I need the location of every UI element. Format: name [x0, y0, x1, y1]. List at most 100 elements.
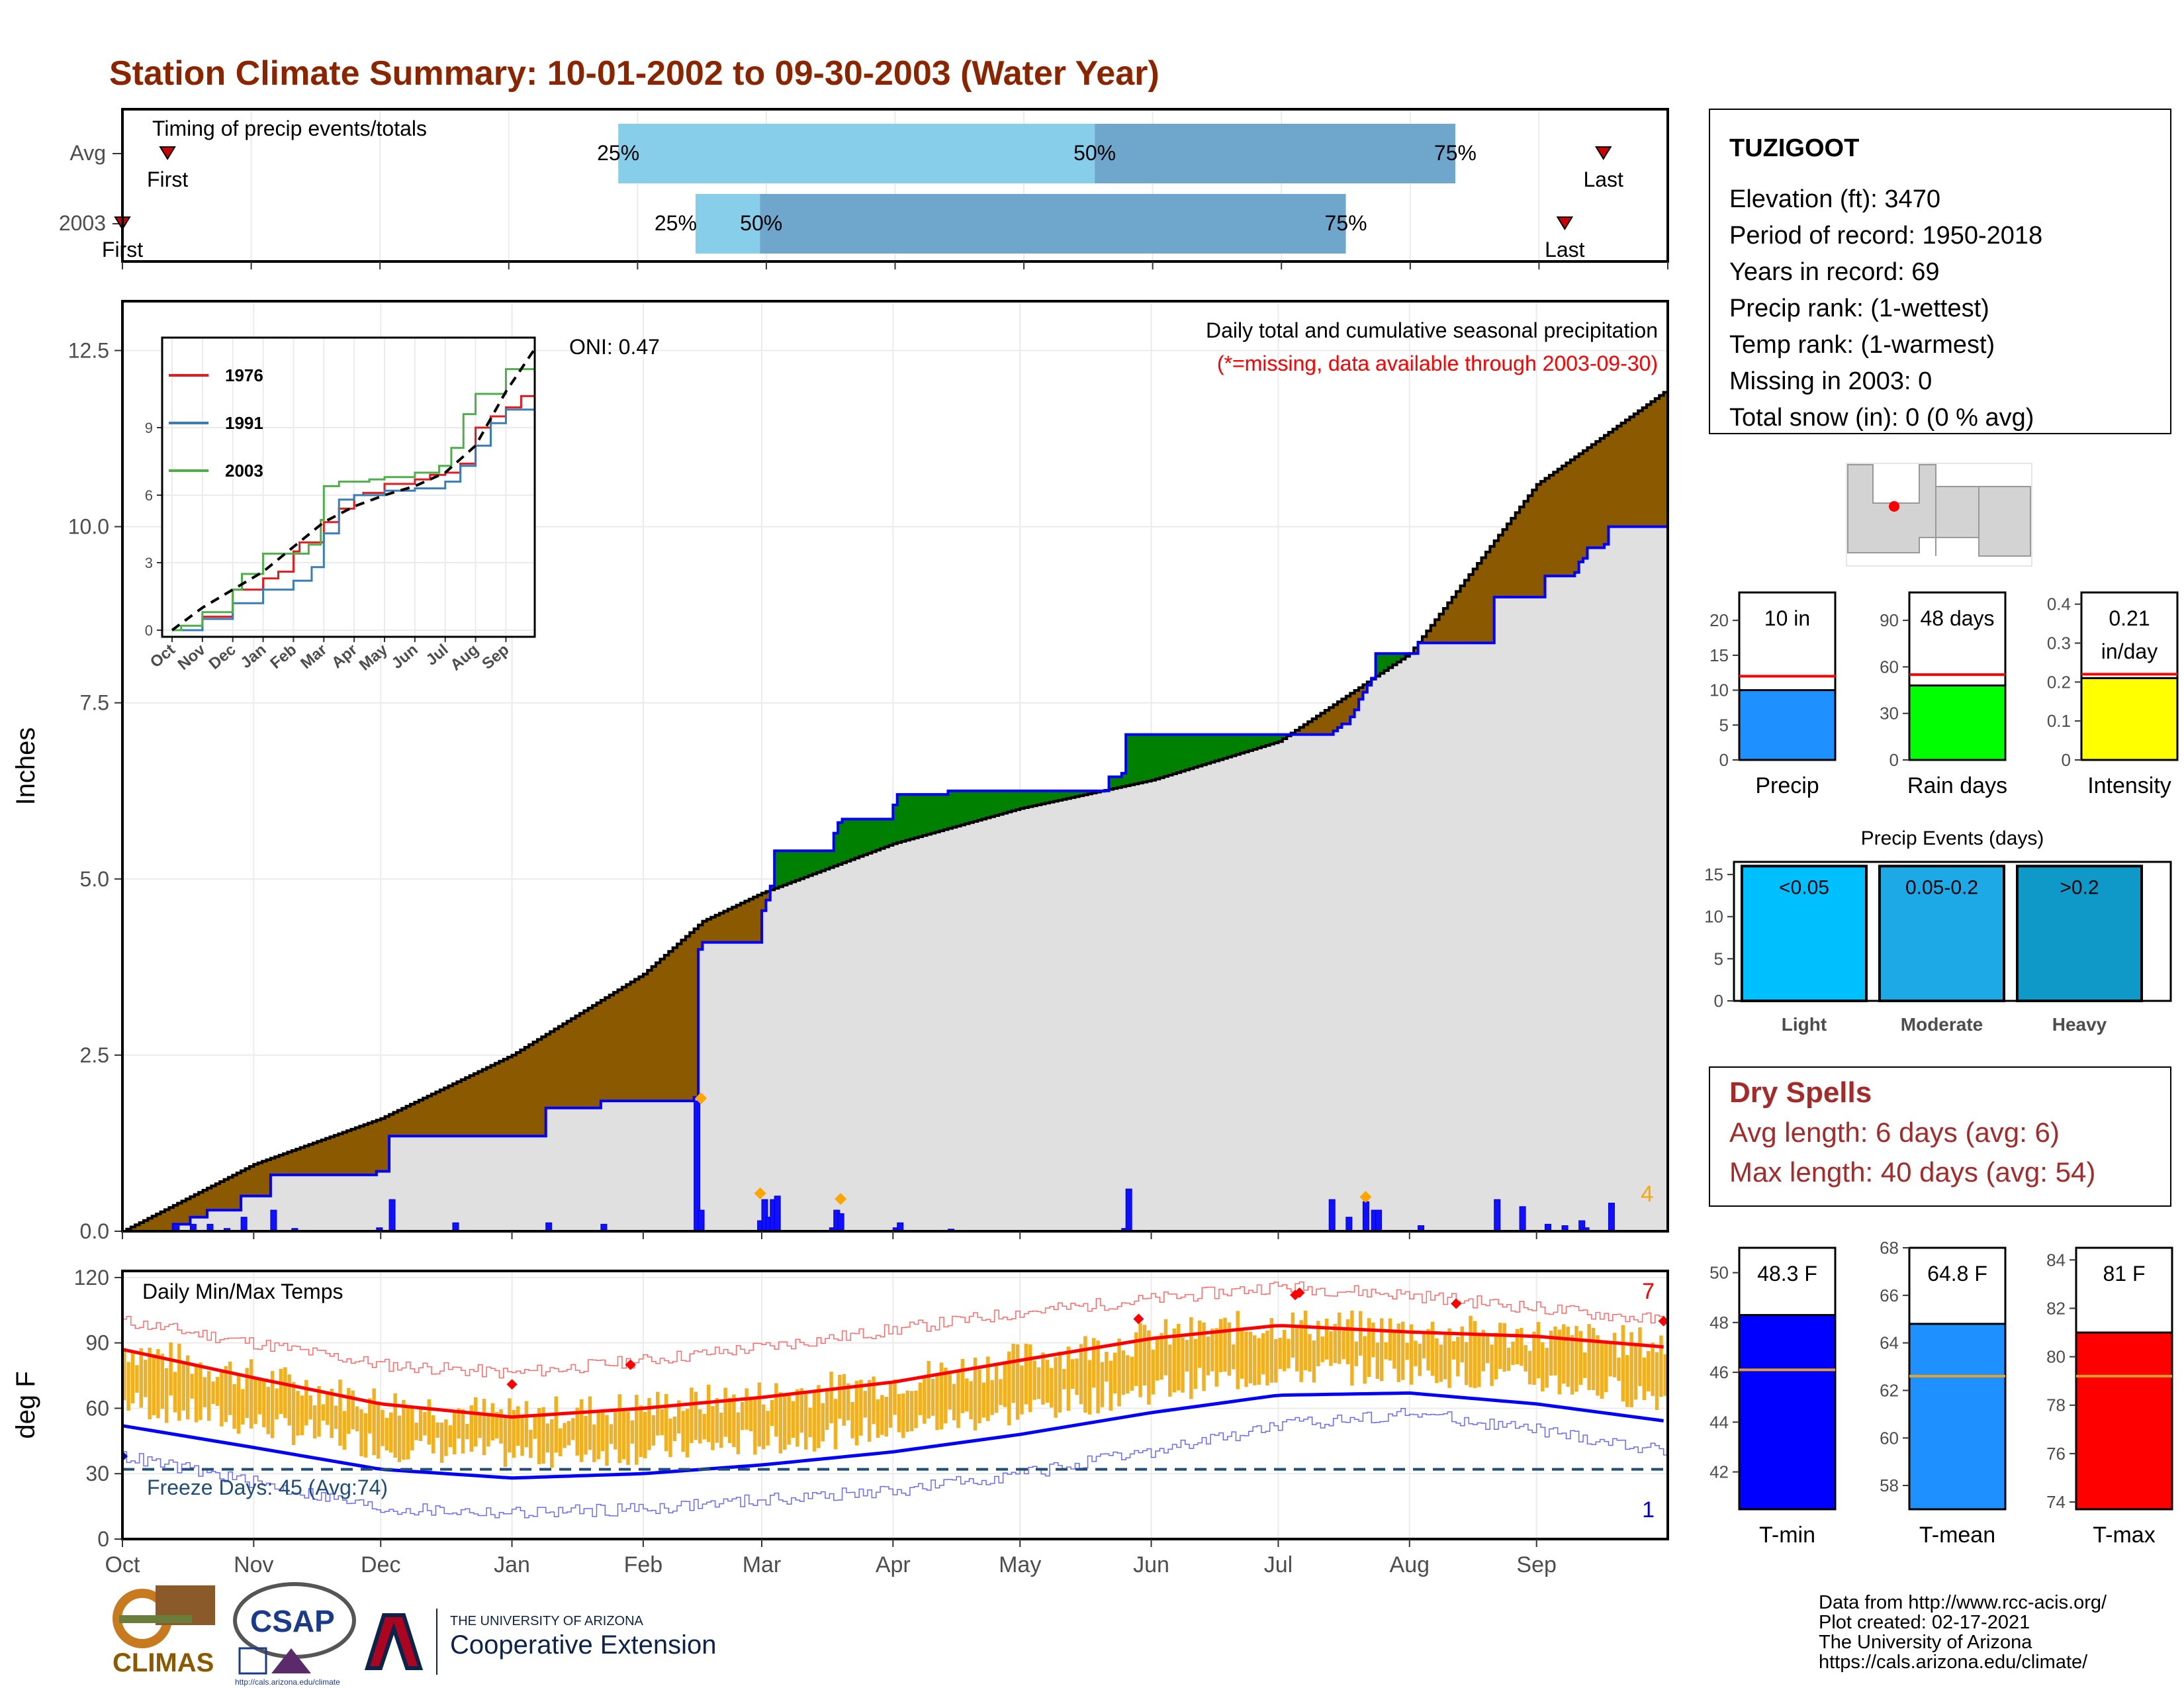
- below-avg-fill: [647, 970, 653, 1102]
- daily-temp-bar: [444, 1419, 448, 1456]
- daily-temp-bar: [1151, 1349, 1155, 1395]
- below-avg-fill: [206, 1188, 212, 1211]
- below-avg-fill: [1583, 450, 1588, 559]
- station-info-line: Period of record: 1950-2018: [1729, 222, 2042, 250]
- above-avg-fill: [1189, 734, 1195, 769]
- below-avg-fill: [330, 1137, 335, 1175]
- daily-temp-bar: [393, 1393, 397, 1458]
- daily-temp-bar: [545, 1423, 550, 1453]
- below-avg-fill: [617, 990, 623, 1102]
- dry-spells-avg: Avg length: 6 days (avg: 6): [1729, 1117, 2060, 1148]
- daily-temp-bar: [160, 1354, 165, 1409]
- csap-logo: CSAP http://cals.arizona.edu/climate: [233, 1582, 356, 1687]
- daily-temp-bar: [944, 1368, 948, 1424]
- daily-temp-bar: [185, 1355, 190, 1420]
- below-avg-fill: [215, 1184, 220, 1211]
- daily-temp-bar: [457, 1408, 461, 1439]
- daily-temp-bar: [1524, 1345, 1527, 1372]
- below-avg-fill: [220, 1181, 225, 1211]
- daily-temp-bar: [1253, 1335, 1257, 1385]
- daily-temp-bar: [512, 1409, 516, 1458]
- daily-temp-bar: [554, 1396, 558, 1453]
- daily-temp-bar: [389, 1412, 393, 1453]
- daily-temp-bar: [1481, 1330, 1485, 1372]
- below-avg-fill: [321, 1139, 326, 1175]
- dry-spells-box: Dry Spells Avg length: 6 days (avg: 6) M…: [1709, 1066, 2171, 1207]
- gauge-y-tick-label: 66: [1880, 1286, 1899, 1305]
- gauge-y-tick-label: 15: [1709, 645, 1729, 665]
- gauge-y-tick-label: 74: [2046, 1492, 2066, 1512]
- daily-temp-bar: [279, 1368, 283, 1415]
- daily-temp-bar: [224, 1366, 228, 1423]
- daily-precip-bar: [1418, 1225, 1425, 1231]
- above-avg-fill: [1160, 734, 1165, 778]
- temp-frame: [121, 1270, 1669, 1540]
- above-avg-fill: [990, 790, 995, 817]
- above-avg-fill: [1227, 734, 1232, 757]
- gauge-y-tick-label: 46: [1709, 1362, 1729, 1382]
- daily-temp-bar: [342, 1411, 347, 1450]
- record-temp-marker: [1658, 1315, 1668, 1327]
- above-avg-fill: [1282, 734, 1288, 739]
- timing-row-label: Avg: [69, 141, 106, 165]
- below-avg-fill: [185, 1199, 191, 1225]
- below-avg-fill: [668, 951, 674, 1102]
- gauge-y-tick-label: 44: [1709, 1412, 1729, 1432]
- daily-temp-bar: [753, 1398, 757, 1455]
- gauge-y-tick-label: 0.3: [2047, 633, 2071, 653]
- daily-temp-bar: [312, 1405, 317, 1438]
- footer-line: The University of Arizona: [1819, 1632, 2032, 1653]
- above-avg-fill: [770, 886, 775, 890]
- daily-temp-bar: [563, 1423, 567, 1448]
- below-avg-fill: [177, 1203, 183, 1225]
- gauge-category-label: T-min: [1759, 1523, 1815, 1548]
- daily-temp-bar: [909, 1391, 914, 1432]
- daily-temp-bar: [461, 1409, 465, 1454]
- below-avg-fill: [423, 1098, 428, 1137]
- daily-temp-bar: [482, 1399, 486, 1456]
- below-avg-fill: [1587, 447, 1592, 548]
- daily-temp-bar: [529, 1429, 533, 1458]
- daily-temp-bar: [664, 1393, 668, 1452]
- daily-temp-bar: [1223, 1317, 1227, 1372]
- precip-title: Daily total and cumulative seasonal prec…: [1206, 318, 1658, 342]
- below-avg-fill: [194, 1194, 199, 1217]
- above-avg-fill: [1206, 734, 1211, 764]
- daily-temp-bar: [1604, 1340, 1608, 1393]
- gauge-y-tick-label: 78: [2046, 1395, 2066, 1415]
- daily-precip-bar: [1375, 1209, 1383, 1231]
- above-avg-fill: [884, 819, 889, 847]
- daily-temp-bar: [617, 1394, 621, 1464]
- above-avg-fill: [1185, 734, 1190, 771]
- below-avg-fill: [1498, 535, 1504, 598]
- below-avg-fill: [656, 962, 661, 1102]
- daily-temp-bar: [956, 1372, 960, 1429]
- below-avg-fill: [253, 1164, 259, 1196]
- daily-precip-bar: [1561, 1225, 1569, 1231]
- daily-temp-bar: [817, 1385, 821, 1448]
- daily-precip-bar: [240, 1217, 248, 1231]
- daily-temp-bar: [1392, 1330, 1396, 1369]
- obs-cumulative-line: [122, 525, 1668, 1231]
- daily-precip-bar: [291, 1228, 298, 1231]
- above-avg-fill: [1210, 734, 1216, 763]
- daily-temp-bar: [770, 1399, 774, 1427]
- above-avg-fill: [1121, 773, 1126, 787]
- daily-temp-bar: [351, 1390, 355, 1430]
- daily-temp-bar: [414, 1423, 418, 1440]
- daily-temp-bar: [799, 1388, 803, 1433]
- daily-temp-bar: [1371, 1323, 1375, 1358]
- gauge-y-tick-label: 84: [2046, 1250, 2066, 1270]
- above-avg-fill: [1015, 790, 1021, 810]
- daily-temp-bar: [211, 1382, 215, 1404]
- above-avg-fill: [803, 851, 809, 878]
- below-avg-fill: [351, 1129, 356, 1175]
- daily-temp-bar: [1473, 1321, 1477, 1388]
- daily-temp-bar: [1515, 1329, 1520, 1365]
- daily-temp-bar: [1388, 1318, 1392, 1361]
- daily-temp-bar: [681, 1411, 685, 1452]
- daily-temp-bar: [1596, 1335, 1600, 1396]
- below-avg-fill: [385, 1116, 390, 1172]
- above-avg-fill: [914, 794, 919, 838]
- below-avg-fill: [232, 1175, 238, 1211]
